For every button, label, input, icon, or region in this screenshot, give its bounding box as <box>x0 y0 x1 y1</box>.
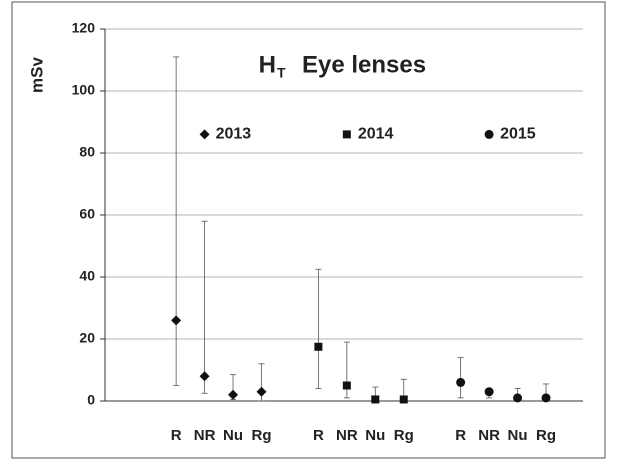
legend-label: 2013 <box>216 126 252 143</box>
x-tick-label: Nu <box>508 427 528 444</box>
y-tick-label: 40 <box>79 268 95 284</box>
y-tick-label: 120 <box>72 20 96 36</box>
data-point <box>484 387 494 397</box>
data-point <box>371 395 380 404</box>
data-point <box>541 393 551 403</box>
x-tick-label: R <box>455 427 466 444</box>
data-point <box>171 315 182 326</box>
x-tick-label: NR <box>336 427 358 444</box>
title-text: Eye lenses <box>302 51 426 78</box>
x-tick-label: R <box>171 427 182 444</box>
legend-label: 2014 <box>358 126 394 143</box>
y-axis-label: mSv <box>27 57 46 93</box>
data-point <box>199 371 210 382</box>
title-subscript: T <box>277 65 286 81</box>
data-point <box>399 395 408 404</box>
data-point <box>456 377 466 387</box>
data-point <box>342 381 351 390</box>
legend-marker <box>342 130 351 139</box>
x-tick-label: Nu <box>365 427 385 444</box>
y-tick-label: 20 <box>79 330 95 346</box>
y-tick-label: 0 <box>87 392 95 408</box>
legend-label: 2015 <box>500 126 536 143</box>
x-tick-label: Rg <box>394 427 414 444</box>
x-tick-label: R <box>313 427 324 444</box>
title-symbol: H <box>259 51 276 78</box>
y-tick-label: 80 <box>79 144 95 160</box>
data-point <box>314 342 323 351</box>
chart-title: H T Eye lenses <box>259 51 426 80</box>
x-tick-label: Rg <box>536 427 556 444</box>
legend-marker <box>484 129 494 139</box>
data-point <box>256 386 267 397</box>
legend-marker <box>199 129 210 140</box>
y-tick-label: 100 <box>72 82 96 98</box>
x-tick-label: Nu <box>223 427 243 444</box>
x-tick-label: Rg <box>251 427 271 444</box>
x-tick-label: NR <box>478 427 500 444</box>
data-point <box>228 389 239 400</box>
x-tick-label: NR <box>194 427 216 444</box>
data-point <box>513 393 523 403</box>
y-tick-label: 60 <box>79 206 95 222</box>
frame <box>11 1 606 459</box>
